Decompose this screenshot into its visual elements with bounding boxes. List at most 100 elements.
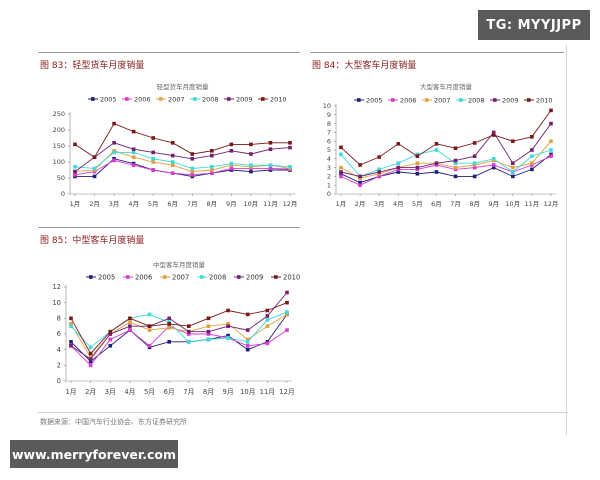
bottom-rule bbox=[38, 412, 568, 413]
y-tick-label: 2 bbox=[57, 362, 61, 370]
data-point-2008 bbox=[472, 161, 477, 165]
y-tick-label: 4 bbox=[327, 155, 331, 163]
series-line-2007 bbox=[340, 140, 552, 179]
data-point-2005 bbox=[88, 359, 93, 364]
data-point-2006 bbox=[265, 341, 270, 346]
data-point-2010 bbox=[210, 149, 214, 153]
legend-label-2010: 2010 bbox=[536, 96, 553, 104]
data-point-2007 bbox=[226, 322, 230, 326]
x-tick-label: 10月 bbox=[240, 388, 255, 396]
x-tick-label: 9月 bbox=[223, 388, 234, 396]
data-point-2010 bbox=[549, 108, 553, 113]
data-point-2006 bbox=[88, 363, 93, 368]
data-point-2006 bbox=[108, 337, 113, 342]
x-tick-label: 5月 bbox=[144, 388, 155, 396]
x-tick-label: 7月 bbox=[183, 388, 194, 396]
data-point-2009 bbox=[285, 290, 289, 295]
data-point-2009 bbox=[396, 165, 401, 170]
data-point-2008 bbox=[226, 336, 230, 340]
data-point-2010 bbox=[92, 155, 97, 159]
legend-marker-2006 bbox=[391, 98, 395, 102]
data-point-2007 bbox=[339, 165, 343, 170]
series-line-2008 bbox=[70, 311, 288, 348]
data-point-2008 bbox=[285, 310, 289, 314]
x-tick-label: 2月 bbox=[85, 388, 96, 396]
x-tick-label: 11月 bbox=[263, 200, 278, 208]
figure-85-top-rule bbox=[38, 227, 300, 228]
data-point-2010 bbox=[167, 322, 171, 326]
data-point-2010 bbox=[339, 145, 343, 150]
data-point-2006 bbox=[245, 343, 250, 348]
data-point-2006 bbox=[151, 168, 155, 172]
tg-watermark-banner: TG: MYYJJPP bbox=[478, 10, 590, 40]
data-point-2009 bbox=[229, 149, 234, 153]
data-point-2010 bbox=[434, 142, 439, 146]
data-point-2007 bbox=[190, 169, 195, 174]
data-point-2010 bbox=[415, 154, 420, 158]
data-point-2008 bbox=[530, 154, 534, 158]
legend-label-2007: 2007 bbox=[168, 95, 185, 103]
data-point-2009 bbox=[339, 170, 343, 174]
series-line-2007 bbox=[74, 150, 291, 173]
data-point-2005 bbox=[530, 167, 534, 172]
data-point-2007 bbox=[453, 165, 458, 170]
data-point-2010 bbox=[190, 152, 195, 156]
y-tick-label: 9 bbox=[327, 111, 331, 119]
data-point-2007 bbox=[210, 168, 214, 172]
legend-marker-2006 bbox=[125, 97, 129, 101]
data-point-2006 bbox=[491, 163, 496, 167]
data-point-2009 bbox=[128, 324, 132, 328]
data-point-2010 bbox=[530, 135, 534, 139]
legend-label-2009: 2009 bbox=[502, 96, 519, 104]
series-line-2009 bbox=[340, 123, 552, 177]
data-point-2008 bbox=[112, 150, 116, 155]
x-tick-label: 7月 bbox=[187, 200, 198, 208]
data-point-2009 bbox=[210, 153, 214, 158]
x-tick-label: 2月 bbox=[355, 200, 366, 208]
series-line-2010 bbox=[70, 302, 288, 355]
y-tick-label: 250 bbox=[53, 110, 65, 118]
data-point-2009 bbox=[265, 314, 270, 318]
x-tick-label: 6月 bbox=[431, 200, 442, 208]
data-point-2008 bbox=[170, 160, 175, 164]
data-point-2009 bbox=[530, 148, 534, 152]
data-point-2010 bbox=[285, 300, 289, 305]
x-tick-label: 8月 bbox=[469, 200, 480, 208]
data-point-2006 bbox=[377, 174, 381, 179]
light-truck-monthly-sales-chart: 轻型货车月度销量 2005 2006 2007 2008 2009 2010 0 50 100 15… bbox=[53, 82, 298, 208]
data-point-2008 bbox=[210, 165, 214, 169]
x-tick-label: 12月 bbox=[279, 388, 294, 396]
data-point-2006 bbox=[170, 171, 175, 175]
data-point-2008 bbox=[245, 340, 250, 344]
data-point-2009 bbox=[358, 174, 362, 179]
series-line-2008 bbox=[340, 149, 552, 177]
series-line-2006 bbox=[340, 155, 552, 186]
data-point-2010 bbox=[147, 324, 152, 328]
data-point-2006 bbox=[73, 173, 77, 177]
data-point-2010 bbox=[511, 139, 515, 143]
data-point-2007 bbox=[285, 312, 289, 317]
data-point-2009 bbox=[226, 324, 230, 328]
data-point-2008 bbox=[396, 161, 401, 165]
x-tick-label: 2月 bbox=[89, 200, 100, 208]
x-tick-label: 6月 bbox=[167, 200, 178, 208]
legend-label-2006: 2006 bbox=[400, 96, 417, 104]
legend-label-2008: 2008 bbox=[202, 95, 219, 103]
y-tick-label: 1 bbox=[327, 181, 331, 189]
data-point-2007 bbox=[265, 324, 270, 328]
right-divider bbox=[566, 45, 567, 435]
data-point-2007 bbox=[147, 328, 152, 332]
data-point-2005 bbox=[167, 340, 171, 344]
data-point-2008 bbox=[377, 167, 381, 172]
data-point-2008 bbox=[190, 166, 195, 171]
data-point-2009 bbox=[434, 161, 439, 165]
data-point-2010 bbox=[453, 146, 458, 151]
figure-83-label: 图 83：轻型货车月度销量 bbox=[40, 61, 145, 71]
data-point-2010 bbox=[491, 133, 496, 137]
legend-marker-2007 bbox=[163, 275, 167, 279]
y-tick-label: 7 bbox=[327, 129, 331, 137]
legend-marker-2007 bbox=[159, 97, 163, 101]
legend-label-2005: 2005 bbox=[98, 273, 115, 281]
series-line-2005 bbox=[75, 158, 290, 177]
y-tick-label: 10 bbox=[323, 102, 331, 110]
